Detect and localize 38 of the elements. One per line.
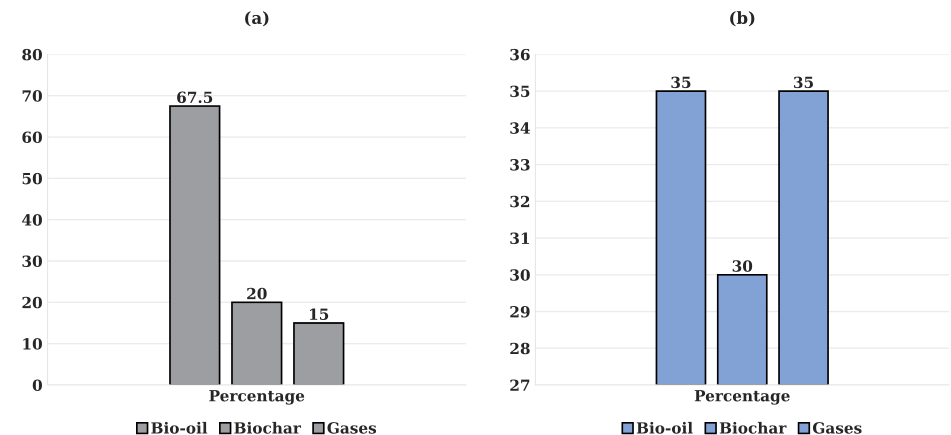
y-tick-label: 35 <box>510 86 530 98</box>
y-tick-label: 28 <box>510 342 530 354</box>
y-tick-label: 36 <box>510 48 530 60</box>
bar <box>293 322 344 385</box>
y-tick-label: 50 <box>22 172 42 184</box>
bar <box>231 301 282 385</box>
data-label: 15 <box>310 308 328 320</box>
y-tick-label: 0 <box>32 379 42 391</box>
data-label: 35 <box>671 76 690 88</box>
y-tick-label: 10 <box>23 338 42 350</box>
legend-label: Biochar <box>234 422 302 434</box>
y-tick-label: 31 <box>510 232 530 244</box>
y-tick-label: 34 <box>510 122 530 134</box>
chart-title: (a) <box>245 11 268 26</box>
y-tick-label: 30 <box>510 269 530 281</box>
legend-label: Gases <box>812 422 862 434</box>
y-tick-label: 32 <box>510 196 530 208</box>
data-label: 20 <box>247 288 267 300</box>
legend-label: Gases <box>327 422 376 434</box>
x-tick-label: Percentage <box>694 390 790 405</box>
data-label: 67.5 <box>177 92 212 104</box>
y-tick-label: 30 <box>22 255 42 268</box>
x-tick-label: Percentage <box>209 390 304 405</box>
y-tick-label: 33 <box>510 159 530 171</box>
chart-title: (b) <box>730 11 754 26</box>
data-label: 35 <box>794 76 814 88</box>
y-tick-label: 27 <box>510 379 530 391</box>
data-label: 30 <box>732 260 752 272</box>
y-tick-label: 40 <box>22 214 42 226</box>
y-tick-label: 80 <box>22 48 42 60</box>
y-tick-label: 29 <box>510 306 530 318</box>
y-tick-label: 70 <box>22 90 42 102</box>
bar <box>169 105 220 385</box>
legend-label: Bio-oil <box>151 422 208 434</box>
legend-label: Biochar <box>720 422 787 434</box>
legend-label: Bio-oil <box>636 422 693 434</box>
y-tick-label: 20 <box>22 296 42 308</box>
y-tick-label: 60 <box>22 131 42 144</box>
